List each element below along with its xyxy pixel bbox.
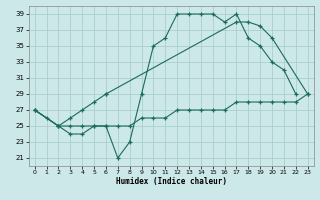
- X-axis label: Humidex (Indice chaleur): Humidex (Indice chaleur): [116, 177, 227, 186]
